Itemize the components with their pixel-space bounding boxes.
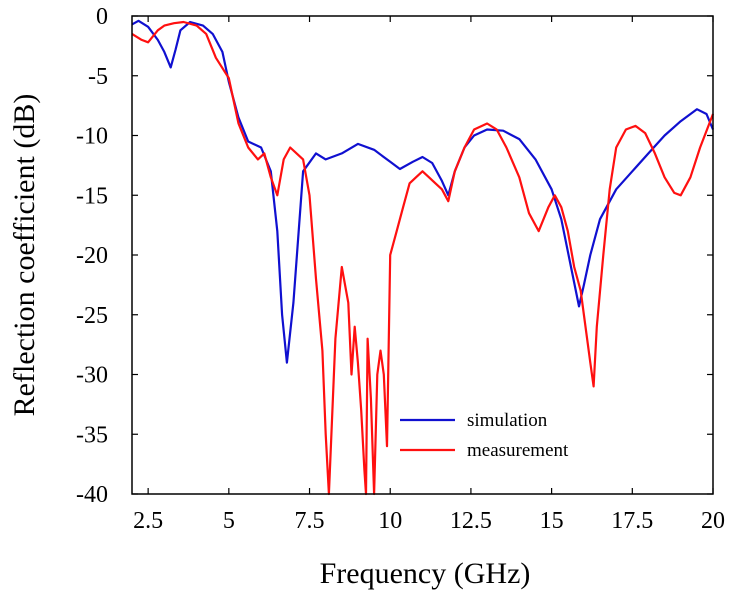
y-tick-label: -30 — [76, 363, 108, 389]
x-tick-label: 2.5 — [133, 508, 163, 534]
x-tick-label: 10 — [378, 508, 402, 534]
x-tick-label: 20 — [701, 508, 725, 534]
x-tick-label: 5 — [223, 508, 235, 534]
legend-label-simulation: simulation — [467, 410, 548, 431]
x-tick-labels: 2.5 5 7.5 10 12.5 15 17.5 20 — [133, 508, 725, 534]
y-axis-label: Reflection coefficient (dB) — [8, 94, 41, 417]
y-tick-label: 0 — [96, 4, 108, 30]
x-tick-label: 15 — [540, 508, 564, 534]
y-tick-labels: 0 -5 -10 -15 -20 -25 -30 -35 -40 — [76, 4, 108, 508]
series-line-simulation — [131, 19, 715, 364]
y-tick-label: -35 — [76, 422, 108, 448]
x-axis-label: Frequency (GHz) — [320, 557, 531, 590]
y-tick-label: -5 — [88, 64, 108, 90]
y-tick-label: -10 — [76, 124, 108, 150]
y-tick-label: -20 — [76, 243, 108, 269]
x-tick-label: 7.5 — [295, 508, 325, 534]
plot-frame — [131, 15, 714, 495]
plot-area — [132, 16, 713, 494]
legend-label-measurement: measurement — [467, 440, 569, 461]
series-line-measurement — [131, 20, 715, 496]
x-tick-label: 17.5 — [611, 508, 653, 534]
x-tick-label: 12.5 — [450, 508, 492, 534]
y-tick-label: -15 — [76, 183, 108, 209]
series-layer — [131, 19, 715, 496]
legend: simulation measurement — [400, 410, 569, 461]
y-tick-label: -40 — [76, 482, 108, 508]
y-tick-label: -25 — [76, 303, 108, 329]
